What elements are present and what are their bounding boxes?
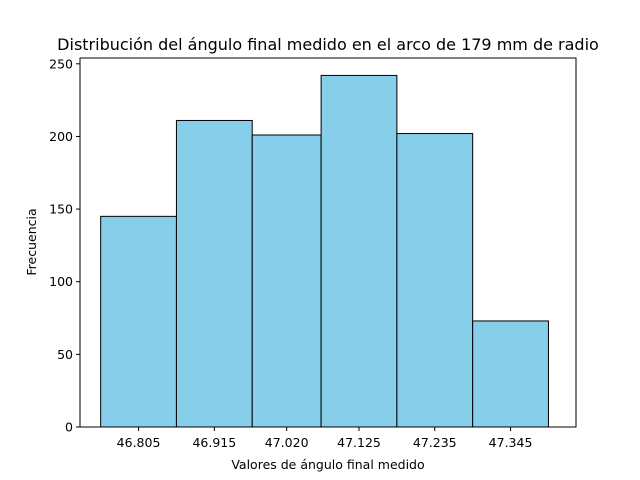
x-tick-label: 47.125	[337, 435, 381, 450]
histogram-bar-5	[396, 133, 474, 428]
bars-group	[100, 74, 549, 428]
x-axis-ticks: 46.805 46.915 47.020 47.125 47.235 47.345	[117, 427, 533, 450]
y-tick-label: 50	[57, 347, 73, 362]
histogram-bar-4	[320, 74, 398, 428]
x-tick-label: 47.020	[265, 435, 309, 450]
y-axis-ticks: 0 50 100 150 200 250	[49, 56, 80, 435]
x-tick-label: 46.805	[117, 435, 161, 450]
y-axis-label: Frecuencia	[24, 208, 39, 275]
x-tick-label: 47.345	[489, 435, 533, 450]
x-tick-label: 46.915	[192, 435, 236, 450]
y-tick-label: 200	[49, 129, 73, 144]
y-tick-label: 150	[49, 202, 73, 217]
histogram-bar-1	[100, 215, 177, 428]
chart-title: Distribución del ángulo final medido en …	[57, 35, 599, 54]
y-tick-label: 100	[49, 274, 73, 289]
histogram-bar-3	[251, 134, 322, 428]
histogram-bar-6	[472, 320, 549, 428]
x-tick-label: 47.235	[413, 435, 457, 450]
plot-frame	[79, 57, 577, 428]
y-tick-label: 250	[49, 56, 73, 71]
y-tick-label: 0	[65, 420, 73, 435]
x-axis-label: Valores de ángulo final medido	[231, 457, 424, 472]
histogram-bar-2	[175, 119, 253, 428]
